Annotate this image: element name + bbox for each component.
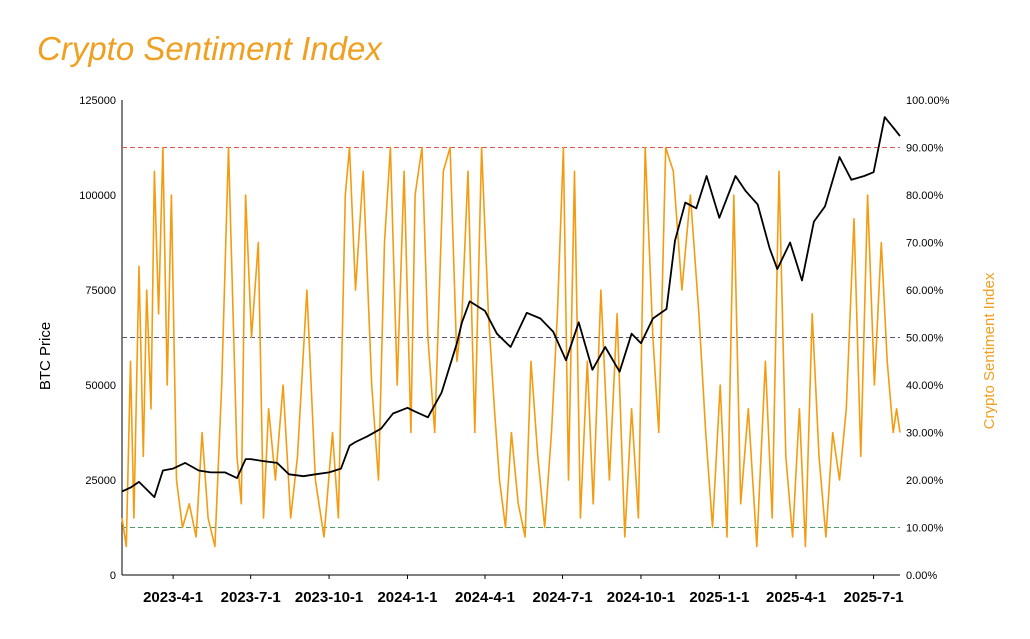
right-tick-label: 50.00% (906, 333, 944, 345)
chart-title: Crypto Sentiment Index (37, 30, 382, 67)
left-tick-label: 125000 (79, 95, 116, 107)
sentiment-index-line (121, 146, 901, 548)
right-axis-label: Crypto Sentiment Index (981, 272, 998, 429)
right-tick-label: 30.00% (906, 428, 944, 440)
right-tick-label: 70.00% (906, 238, 944, 250)
right-tick-labels: 0.00% 10.00% 20.00% 30.00% 40.00% 50.00% 60.00… (906, 95, 950, 582)
bottom-tick-label: 2024-4-1 (455, 589, 515, 606)
right-tick-label: 40.00% (906, 380, 944, 392)
series-layer (121, 116, 901, 548)
bottom-tick-label: 2023-10-1 (295, 589, 363, 606)
btc-price-line (121, 116, 901, 499)
bottom-tick-labels: 2023-4-1 2023-7-1 2023-10-1 2024-1-1 2024-4-… (143, 575, 904, 606)
left-tick-labels: 0 25000 50000 75000 100000 125000 (79, 95, 116, 582)
right-tick-label: 80.00% (906, 190, 944, 202)
left-tick-label: 100000 (79, 190, 116, 202)
right-tick-label: 60.00% (906, 285, 944, 297)
left-axis-label: BTC Price (37, 322, 54, 390)
left-tick-label: 0 (110, 570, 116, 582)
bottom-tick-label: 2025-7-1 (844, 589, 904, 606)
bottom-tick-label: 2025-4-1 (766, 589, 826, 606)
left-tick-label: 25000 (85, 475, 116, 487)
left-tick-label: 75000 (85, 285, 116, 297)
bottom-tick-label: 2024-1-1 (377, 589, 437, 606)
bottom-tick-label: 2025-1-1 (689, 589, 749, 606)
bottom-tick-label: 2024-7-1 (533, 589, 593, 606)
left-tick-label: 50000 (85, 380, 116, 392)
right-tick-label: 90.00% (906, 143, 944, 155)
right-tick-label: 20.00% (906, 475, 944, 487)
right-tick-label: 0.00% (906, 570, 937, 582)
bottom-tick-label: 2023-4-1 (143, 589, 203, 606)
bottom-tick-label: 2024-10-1 (607, 589, 675, 606)
right-tick-label: 100.00% (906, 95, 950, 107)
bottom-tick-label: 2023-7-1 (221, 589, 281, 606)
right-tick-label: 10.00% (906, 523, 944, 535)
